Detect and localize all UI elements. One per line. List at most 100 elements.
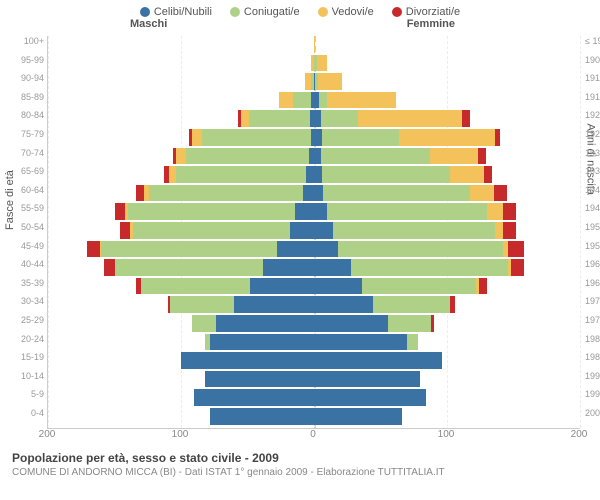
age-label: 95-99 bbox=[6, 55, 44, 65]
bar-segment bbox=[314, 241, 338, 258]
legend-swatch bbox=[140, 7, 150, 17]
legend-swatch bbox=[318, 7, 328, 17]
birth-label: 1914-1918 bbox=[585, 73, 600, 83]
birth-label: 1959-1963 bbox=[585, 241, 600, 251]
bar-segment bbox=[314, 185, 323, 202]
bar-segment bbox=[314, 110, 321, 127]
female-bar bbox=[314, 148, 580, 165]
x-tick-label: 100 bbox=[172, 429, 189, 440]
age-row: 50-541954-1958 bbox=[48, 222, 580, 239]
legend-label: Divorziati/e bbox=[406, 6, 460, 18]
birth-label: 2004-2008 bbox=[585, 408, 600, 418]
bar-segment bbox=[494, 185, 507, 202]
age-row: 70-741934-1938 bbox=[48, 148, 580, 165]
age-label: 25-29 bbox=[6, 315, 44, 325]
bar-segment bbox=[303, 185, 314, 202]
bar-segment bbox=[322, 129, 399, 146]
female-bar bbox=[314, 36, 580, 53]
male-bar bbox=[48, 92, 314, 109]
male-bar bbox=[48, 222, 314, 239]
male-bar bbox=[48, 203, 314, 220]
bar-segment bbox=[136, 185, 144, 202]
bar-segment bbox=[503, 203, 516, 220]
bar-segment bbox=[149, 185, 303, 202]
bar-segment bbox=[176, 148, 187, 165]
legend: Celibi/NubiliConiugati/eVedovi/eDivorzia… bbox=[0, 0, 600, 18]
legend-swatch bbox=[230, 7, 240, 17]
bar-segment bbox=[128, 203, 296, 220]
age-label: 100+ bbox=[6, 36, 44, 46]
bar-segment bbox=[321, 110, 358, 127]
male-bar bbox=[48, 185, 314, 202]
age-label: 55-59 bbox=[6, 203, 44, 213]
age-row: 60-641944-1948 bbox=[48, 185, 580, 202]
legend-swatch bbox=[392, 7, 402, 17]
birth-label: 1949-1953 bbox=[585, 203, 600, 213]
age-label: 5-9 bbox=[6, 389, 44, 399]
bar-segment bbox=[314, 36, 315, 53]
bar-segment bbox=[241, 110, 249, 127]
bar-segment bbox=[450, 166, 485, 183]
bar-segment bbox=[314, 389, 426, 406]
male-bar bbox=[48, 73, 314, 90]
age-row: 0-42004-2008 bbox=[48, 408, 580, 425]
male-bar bbox=[48, 408, 314, 425]
bar-segment bbox=[314, 334, 407, 351]
male-label: Maschi bbox=[130, 18, 167, 30]
birth-label: 1989-1993 bbox=[585, 352, 600, 362]
bar-segment bbox=[216, 315, 314, 332]
caption: Popolazione per età, sesso e stato civil… bbox=[12, 451, 600, 478]
male-bar bbox=[48, 129, 314, 146]
bar-segment bbox=[314, 148, 321, 165]
gridline bbox=[580, 36, 581, 428]
birth-label: 1984-1988 bbox=[585, 334, 600, 344]
birth-label: 1939-1943 bbox=[585, 166, 600, 176]
legend-item: Divorziati/e bbox=[392, 6, 460, 18]
bar-segment bbox=[250, 278, 314, 295]
bar-segment bbox=[327, 92, 396, 109]
bar-segment bbox=[314, 408, 402, 425]
male-bar bbox=[48, 110, 314, 127]
bar-segment bbox=[314, 296, 373, 313]
age-label: 10-14 bbox=[6, 371, 44, 381]
birth-label: 1974-1978 bbox=[585, 296, 600, 306]
male-bar bbox=[48, 36, 314, 53]
birth-label: 1979-1983 bbox=[585, 315, 600, 325]
bar-segment bbox=[407, 334, 418, 351]
bar-segment bbox=[484, 166, 492, 183]
bar-segment bbox=[430, 148, 478, 165]
bar-segment bbox=[470, 185, 494, 202]
female-bar bbox=[314, 315, 580, 332]
age-row: 90-941914-1918 bbox=[48, 73, 580, 90]
birth-label: 1944-1948 bbox=[585, 185, 600, 195]
bar-segment bbox=[318, 73, 342, 90]
male-bar bbox=[48, 55, 314, 72]
age-row: 25-291979-1983 bbox=[48, 315, 580, 332]
bar-segment bbox=[495, 129, 500, 146]
female-bar bbox=[314, 129, 580, 146]
bar-segment bbox=[141, 278, 250, 295]
birth-label: ≤ 1908 bbox=[585, 36, 600, 46]
bar-segment bbox=[234, 296, 314, 313]
bar-segment bbox=[120, 222, 131, 239]
birth-label: 1964-1968 bbox=[585, 259, 600, 269]
x-axis: 2001000100200 bbox=[47, 429, 579, 443]
male-bar bbox=[48, 334, 314, 351]
female-bar bbox=[314, 222, 580, 239]
y-axis-left-title: Fasce di età bbox=[4, 170, 16, 230]
bar-segment bbox=[495, 222, 503, 239]
age-label: 60-64 bbox=[6, 185, 44, 195]
age-label: 20-24 bbox=[6, 334, 44, 344]
female-bar bbox=[314, 166, 580, 183]
age-label: 40-44 bbox=[6, 259, 44, 269]
bar-segment bbox=[388, 315, 431, 332]
male-bar bbox=[48, 352, 314, 369]
female-bar bbox=[314, 334, 580, 351]
bar-segment bbox=[487, 203, 503, 220]
age-row: 10-141994-1998 bbox=[48, 371, 580, 388]
bar-segment bbox=[479, 278, 487, 295]
legend-label: Coniugati/e bbox=[244, 6, 300, 18]
age-label: 90-94 bbox=[6, 73, 44, 83]
bar-segment bbox=[321, 148, 430, 165]
birth-label: 1969-1973 bbox=[585, 278, 600, 288]
